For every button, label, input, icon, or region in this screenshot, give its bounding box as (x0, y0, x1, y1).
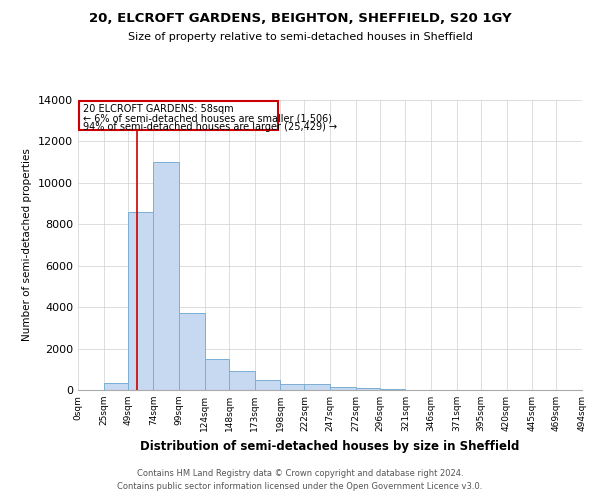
X-axis label: Distribution of semi-detached houses by size in Sheffield: Distribution of semi-detached houses by … (140, 440, 520, 452)
Bar (79, 101, 278, 130)
Bar (154, 162, 179, 390)
Bar (229, 372, 254, 390)
Bar (356, 388, 380, 390)
Bar (380, 389, 406, 390)
Y-axis label: Number of semi-detached properties: Number of semi-detached properties (22, 148, 32, 342)
Text: 94% of semi-detached houses are larger (25,429) →: 94% of semi-detached houses are larger (… (83, 122, 337, 132)
Bar (205, 359, 229, 390)
Text: 20 ELCROFT GARDENS: 58sqm: 20 ELCROFT GARDENS: 58sqm (83, 104, 234, 114)
Text: Size of property relative to semi-detached houses in Sheffield: Size of property relative to semi-detach… (128, 32, 472, 42)
Text: 20, ELCROFT GARDENS, BEIGHTON, SHEFFIELD, S20 1GY: 20, ELCROFT GARDENS, BEIGHTON, SHEFFIELD… (89, 12, 511, 26)
Bar (330, 387, 356, 390)
Bar (280, 384, 304, 390)
Text: Contains public sector information licensed under the Open Government Licence v3: Contains public sector information licen… (118, 482, 482, 491)
Bar (304, 384, 330, 390)
Text: Contains HM Land Registry data © Crown copyright and database right 2024.: Contains HM Land Registry data © Crown c… (137, 468, 463, 477)
Bar (179, 314, 205, 390)
Text: ← 6% of semi-detached houses are smaller (1,506): ← 6% of semi-detached houses are smaller… (83, 113, 332, 123)
Bar (128, 212, 154, 390)
Bar (254, 380, 280, 390)
Bar (104, 383, 128, 390)
